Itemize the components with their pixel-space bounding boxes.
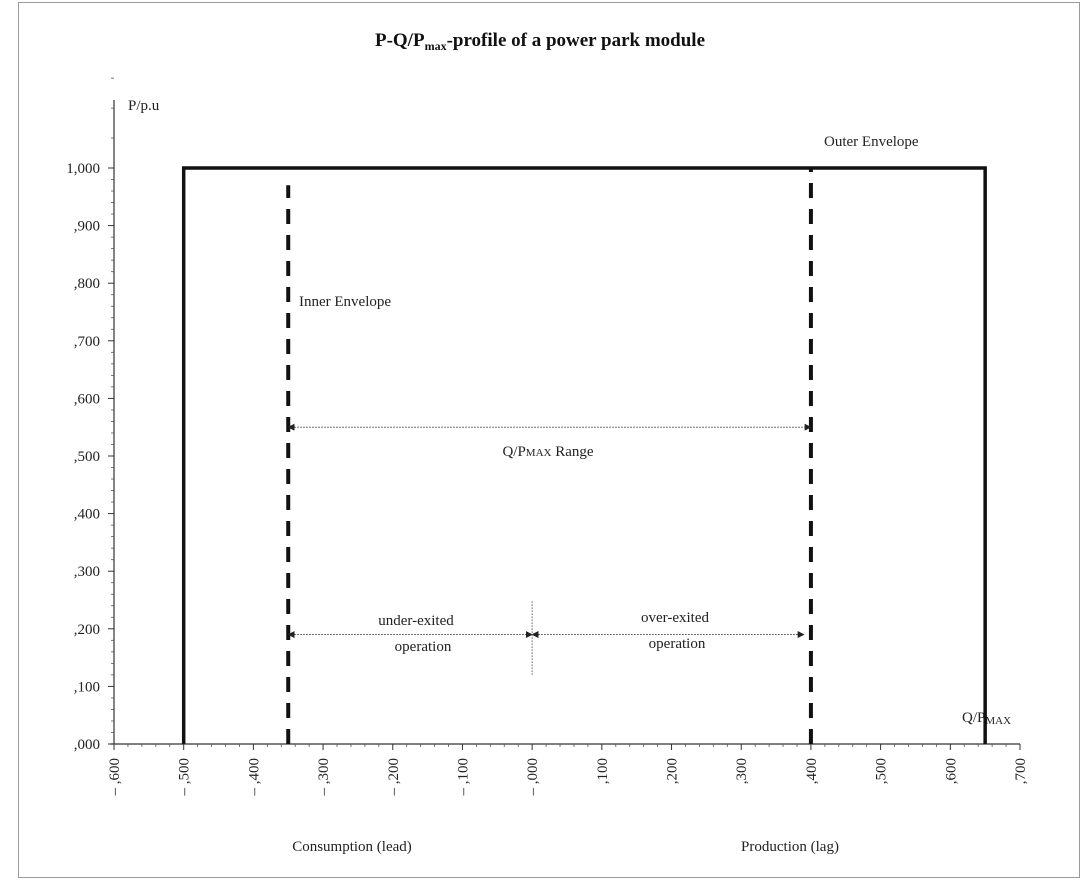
production-label: Production (lag) (741, 839, 839, 855)
axes (110, 100, 1020, 745)
x-tick-label: ,200 (665, 758, 681, 784)
series-layer (181, 166, 987, 744)
consumption-label: Consumption (lead) (292, 839, 412, 855)
under-exited-label-2: operation (395, 639, 452, 655)
y-tick-label: 1,000 (66, 161, 100, 177)
y-ticks: ,000 ,100 ,200 ,300 ,400 ,500 ,600 ,700 ,800 ,900… (66, 77, 114, 753)
x-tick-label: – ,200 (386, 758, 402, 797)
x-tick-label: ,500 (874, 758, 890, 784)
range-label: Q/PMAX Range (502, 444, 593, 460)
chart-frame (18, 2, 1080, 878)
outer-envelope-line (181, 166, 987, 744)
x-tick-label: – ,600 (107, 758, 123, 797)
over-exited-label-2: operation (649, 636, 706, 652)
outer-envelope-label: Outer Envelope (824, 134, 919, 150)
x-tick-label: ,100 (595, 758, 611, 784)
y-axis-label: P/p.u (128, 98, 160, 114)
y-tick-label: ,600 (74, 391, 100, 407)
y-tick-label: ,800 (74, 276, 100, 292)
y-tick-label: ,000 (74, 737, 100, 753)
inner-envelope-label: Inner Envelope (299, 294, 391, 310)
under-exited-label-1: under-exited (378, 613, 454, 629)
x-tick-label: – ,500 (177, 758, 193, 797)
y-tick-label: ,700 (74, 334, 100, 350)
x-tick-label: ,600 (943, 758, 959, 784)
y-tick-label: ,400 (74, 507, 100, 523)
x-tick-label: – ,400 (246, 758, 262, 797)
over-exited-label-1: over-exited (641, 610, 709, 626)
x-tick-label: – ,300 (316, 758, 332, 797)
y-tick-label: ,200 (74, 622, 100, 638)
arrows-layer (287, 423, 812, 675)
y-tick-label: ,300 (74, 564, 100, 580)
x-tick-label: – ,100 (455, 758, 471, 797)
x-axis-label: Q/PMAX (962, 710, 1011, 727)
x-tick-label: ,700 (1013, 758, 1029, 784)
y-tick-label: ,100 (74, 679, 100, 695)
x-tick-label: ,400 (804, 758, 820, 784)
x-ticks: – ,600 – ,500 – ,400 – ,300 – ,200 – ,100 – ,0… (107, 744, 1029, 797)
chart-title: P-Q/Pmax-profile of a power park module (375, 30, 705, 53)
x-tick-label: ,300 (734, 758, 750, 784)
y-tick-label: ,900 (74, 219, 100, 235)
x-tick-label: – ,000 (525, 758, 541, 797)
y-tick-label: ,500 (74, 449, 100, 465)
